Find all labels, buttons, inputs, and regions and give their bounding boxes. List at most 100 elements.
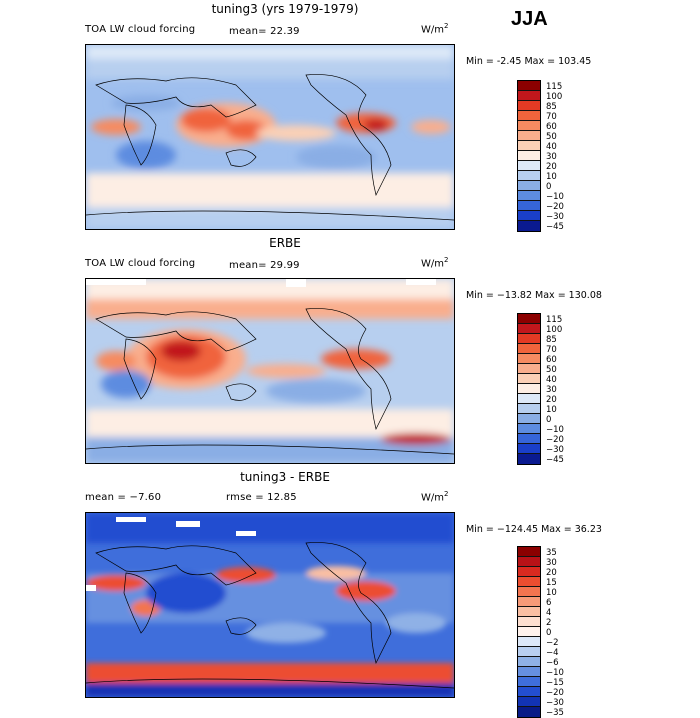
colorbar-level-label: 100 <box>546 92 563 102</box>
colorbar-swatch <box>518 557 540 567</box>
colorbar-level-label: −20 <box>546 688 564 698</box>
colorbar-level-label: −10 <box>546 192 564 202</box>
colorbar-swatch <box>518 221 540 231</box>
colorbar-swatch <box>518 657 540 667</box>
panel1-map <box>85 44 455 230</box>
panel3-title: tuning3 - ERBE <box>240 470 330 484</box>
colorbar-swatch <box>518 191 540 201</box>
colorbar-swatch <box>518 627 540 637</box>
colorbar-swatch <box>518 637 540 647</box>
colorbar-swatch <box>518 211 540 221</box>
panel1-minmax: Min = -2.45 Max = 103.45 <box>466 56 592 67</box>
colorbar-level-label: 10 <box>546 588 557 598</box>
colorbar-swatch <box>518 171 540 181</box>
colorbar-level-label: 15 <box>546 578 557 588</box>
colorbar-level-label: 60 <box>546 355 557 365</box>
colorbar-swatch <box>518 404 540 414</box>
colorbar-swatch <box>518 181 540 191</box>
colorbar-swatch <box>518 577 540 587</box>
colorbar-level-label: −30 <box>546 445 564 455</box>
panel2-mean: mean= 29.99 <box>229 260 300 271</box>
colorbar-swatch <box>518 201 540 211</box>
colorbar-level-label: 4 <box>546 608 552 618</box>
colorbar-swatch <box>518 91 540 101</box>
colorbar-level-label: 20 <box>546 162 557 172</box>
colorbar-swatch <box>518 434 540 444</box>
colorbar-swatch <box>518 314 540 324</box>
colorbar-swatch <box>518 344 540 354</box>
colorbar-swatch <box>518 687 540 697</box>
colorbar-swatch <box>518 587 540 597</box>
colorbar-level-label: −20 <box>546 202 564 212</box>
colorbar-swatch <box>518 141 540 151</box>
panel1-title: tuning3 (yrs 1979-1979) <box>211 2 359 16</box>
panel2-title: ERBE <box>269 236 301 250</box>
colorbar-swatch <box>518 384 540 394</box>
colorbar-swatch <box>518 597 540 607</box>
colorbar-swatch <box>518 374 540 384</box>
colorbar-level-label: −45 <box>546 455 564 465</box>
panel1-units: W/m2 <box>421 22 449 36</box>
panel2-colorbar <box>517 313 541 465</box>
colorbar-swatch <box>518 101 540 111</box>
panel2-minmax: Min = −13.82 Max = 130.08 <box>466 290 602 301</box>
colorbar-swatch <box>518 424 540 434</box>
colorbar-level-label: 30 <box>546 152 557 162</box>
season-label: JJA <box>511 8 548 30</box>
panel3-units: W/m2 <box>421 490 449 504</box>
colorbar-level-label: −4 <box>546 648 559 658</box>
colorbar-level-label: 10 <box>546 172 557 182</box>
colorbar-level-label: 50 <box>546 132 557 142</box>
colorbar-level-label: 0 <box>546 182 552 192</box>
colorbar-swatch <box>518 394 540 404</box>
colorbar-level-label: 85 <box>546 102 557 112</box>
colorbar-level-label: 70 <box>546 345 557 355</box>
colorbar-swatch <box>518 707 540 717</box>
colorbar-level-label: 20 <box>546 395 557 405</box>
colorbar-level-label: 0 <box>546 628 552 638</box>
colorbar-swatch <box>518 697 540 707</box>
colorbar-level-label: −15 <box>546 678 564 688</box>
colorbar-swatch <box>518 354 540 364</box>
colorbar-level-label: 85 <box>546 335 557 345</box>
panel3-mean: mean = −7.60 <box>85 492 162 503</box>
panel2-variable: TOA LW cloud forcing <box>85 258 196 269</box>
colorbar-level-label: 100 <box>546 325 563 335</box>
colorbar-level-label: 20 <box>546 568 557 578</box>
colorbar-level-label: 50 <box>546 365 557 375</box>
panel1-colorbar <box>517 80 541 232</box>
colorbar-level-label: −35 <box>546 708 564 718</box>
colorbar-swatch <box>518 161 540 171</box>
panel2-map <box>85 278 455 464</box>
colorbar-level-label: 115 <box>546 315 563 325</box>
colorbar-level-label: −10 <box>546 668 564 678</box>
panel3-colorbar-labels: 35 30 20 15 10 6 4 2 0 −2 −4 −6 −10 −15 −20 −30 −35 <box>546 548 564 718</box>
colorbar-swatch <box>518 567 540 577</box>
colorbar-swatch <box>518 667 540 677</box>
colorbar-level-label: 30 <box>546 385 557 395</box>
panel2-units: W/m2 <box>421 256 449 270</box>
colorbar-swatch <box>518 151 540 161</box>
colorbar-swatch <box>518 131 540 141</box>
colorbar-swatch <box>518 547 540 557</box>
colorbar-level-label: 70 <box>546 112 557 122</box>
colorbar-swatch <box>518 81 540 91</box>
panel3-map <box>85 512 455 698</box>
colorbar-level-label: 40 <box>546 142 557 152</box>
colorbar-swatch <box>518 324 540 334</box>
panel2-colorbar-labels: 115 100 85 70 60 50 40 30 20 10 0 −10 −20 −30 −45 <box>546 315 564 465</box>
colorbar-level-label: −6 <box>546 658 559 668</box>
colorbar-swatch <box>518 454 540 464</box>
colorbar-level-label: 40 <box>546 375 557 385</box>
panel1-mean: mean= 22.39 <box>229 26 300 37</box>
colorbar-swatch <box>518 364 540 374</box>
colorbar-swatch <box>518 111 540 121</box>
colorbar-level-label: 115 <box>546 82 563 92</box>
colorbar-level-label: −2 <box>546 638 559 648</box>
colorbar-level-label: 30 <box>546 558 557 568</box>
colorbar-level-label: 2 <box>546 618 552 628</box>
panel3-colorbar <box>517 546 541 718</box>
colorbar-level-label: 6 <box>546 598 552 608</box>
colorbar-swatch <box>518 607 540 617</box>
colorbar-level-label: −10 <box>546 425 564 435</box>
